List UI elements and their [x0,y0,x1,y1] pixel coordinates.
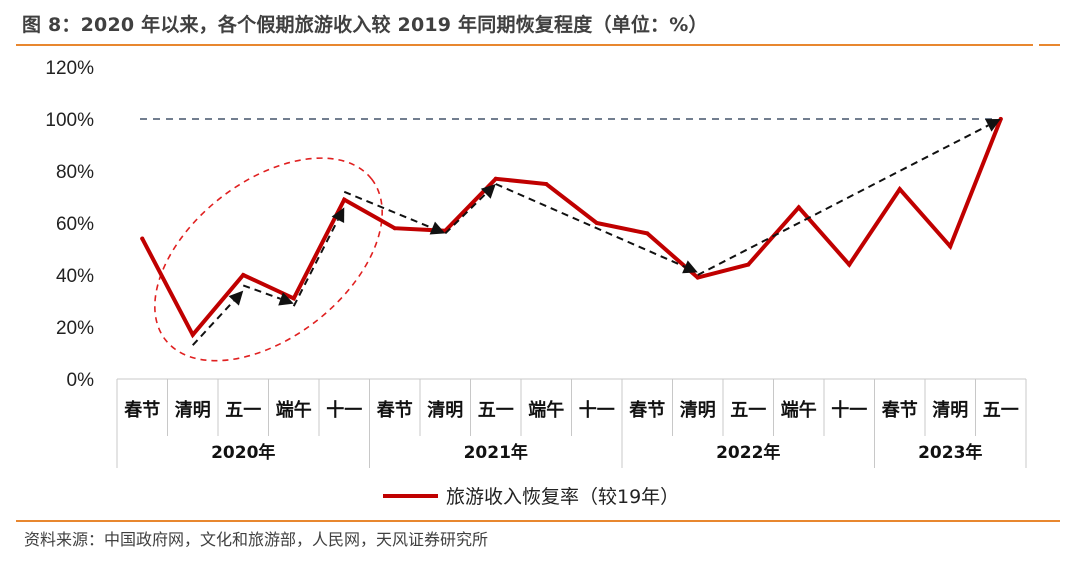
y-tick-label: 0% [67,370,95,391]
trend-arrow-head [682,260,698,274]
figure-title: 图 8：2020 年以来，各个假期旅游收入较 2019 年同期恢复程度（单位：%… [22,14,708,36]
data-point [645,231,650,236]
x-tick-label: 春节 [124,399,160,421]
data-point [847,262,852,267]
x-tick-label: 端午 [276,399,312,421]
source-rule [16,520,1060,522]
x-tick-label: 十一 [831,399,867,421]
trend-arrow-line [495,183,686,268]
data-point [190,332,195,337]
x-tick-label: 端午 [528,399,564,421]
data-point [796,205,801,210]
x-group-label: 2020年 [211,442,275,463]
trend-arrow-line [697,124,989,276]
x-group-label: 2021年 [464,442,528,463]
data-point [544,182,549,186]
x-tick-label: 五一 [730,400,766,421]
y-tick-label: 60% [56,214,94,235]
y-tick-label: 80% [56,162,94,183]
x-group-label: 2022年 [716,442,780,463]
y-tick-label: 20% [56,318,94,339]
source-note: 资料来源：中国政府网，文化和旅游部，人民网，天风证券研究所 [24,530,489,549]
trend-arrow-head [429,221,446,235]
x-tick-label: 十一 [326,399,362,421]
trend-arrow-line [192,300,235,346]
x-tick-label: 五一 [225,400,261,421]
title-rule-hole [1033,43,1039,47]
x-tick-label: 春节 [377,399,413,421]
data-point [342,197,347,202]
x-group-label: 2023年 [918,442,982,463]
x-tick-label: 端午 [781,399,817,421]
title-rule [16,44,1060,46]
legend-label: 旅游收入恢复率（较19年） [446,486,679,508]
x-tick-label: 清明 [932,400,968,421]
x-tick-label: 春节 [629,399,665,421]
axis-layer: 0%20%40%60%80%100%120%春节 清明 五一 端午 十一 春节 清明 五一 端午… [45,58,1027,468]
reference-layer [140,118,996,362]
series-layer [140,117,1003,339]
data-point [948,244,953,249]
trend-arrow-head [331,207,345,224]
y-tick-label: 40% [56,266,94,287]
annotation-layer [192,119,1001,346]
x-tick-label: 清明 [175,400,211,421]
legend: 旅游收入恢复率（较19年） [383,486,679,508]
x-tick-label: 春节 [882,399,918,421]
trend-arrow-head [228,290,244,306]
data-point [291,296,296,301]
data-point [695,275,700,280]
x-tick-label: 五一 [478,400,514,421]
trend-arrow-head [278,292,294,306]
trend-arrow-line [242,284,281,300]
trend-arrow-head [985,119,1001,132]
x-tick-label: 五一 [983,400,1019,421]
y-tick-label: 120% [45,58,94,79]
line-chart: 0%20%40%60%80%100%120%春节 清明 五一 端午 十一 春节 清明 五一 端午… [45,58,1027,508]
series-line [140,117,1003,339]
trend-arrow-line [444,193,487,235]
trend-arrow-line [292,219,339,307]
y-tick-label: 100% [45,110,94,131]
trend-arrow-line [343,190,433,229]
data-point [594,221,599,225]
data-point [897,187,902,192]
data-point [746,262,751,267]
highlight-ellipse [154,157,383,362]
data-point [493,176,498,181]
x-tick-label: 清明 [680,400,716,421]
x-tick-label: 清明 [427,400,463,421]
data-point [241,273,246,277]
data-point [392,226,397,231]
x-tick-label: 十一 [579,399,615,421]
data-point [140,236,145,241]
trend-arrow-head [480,184,496,199]
